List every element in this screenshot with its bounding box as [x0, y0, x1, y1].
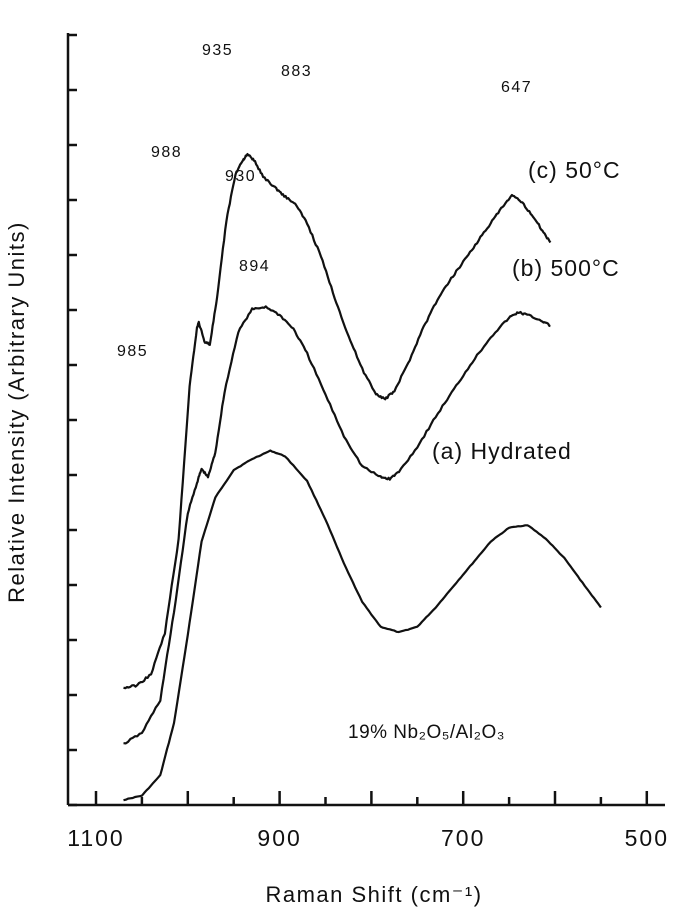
sample-composition-label: 19% Nb₂O₅/Al₂O₃: [348, 722, 505, 743]
peak-label-935: 935: [202, 42, 233, 59]
axes: 1100 900 700 500: [66, 33, 669, 851]
x-tick-label: 900: [257, 825, 301, 851]
spectrum-line-a: [123, 449, 602, 802]
peak-label-647: 647: [501, 79, 532, 96]
peak-label-930: 930: [225, 168, 256, 185]
series-label-a: (a) Hydrated: [432, 438, 572, 464]
spectrum-line-b: [123, 305, 551, 745]
x-tick-label: 500: [625, 825, 669, 851]
series-label-c: (c) 50°C: [528, 157, 621, 183]
x-tick-label: 700: [441, 825, 485, 851]
peak-label-985: 985: [117, 343, 148, 360]
y-axis-title: Relative Intensity (Arbitrary Units): [4, 221, 29, 603]
peak-label-988: 988: [151, 144, 182, 161]
spectra-curves: [123, 153, 602, 802]
peak-label-883: 883: [281, 63, 312, 80]
spectrum-line-c: [123, 153, 552, 690]
x-axis-title: Raman Shift (cm⁻¹): [265, 882, 482, 907]
series-label-b: (b) 500°C: [512, 255, 620, 281]
x-tick-label: 1100: [67, 825, 124, 851]
peak-label-894: 894: [239, 258, 270, 275]
